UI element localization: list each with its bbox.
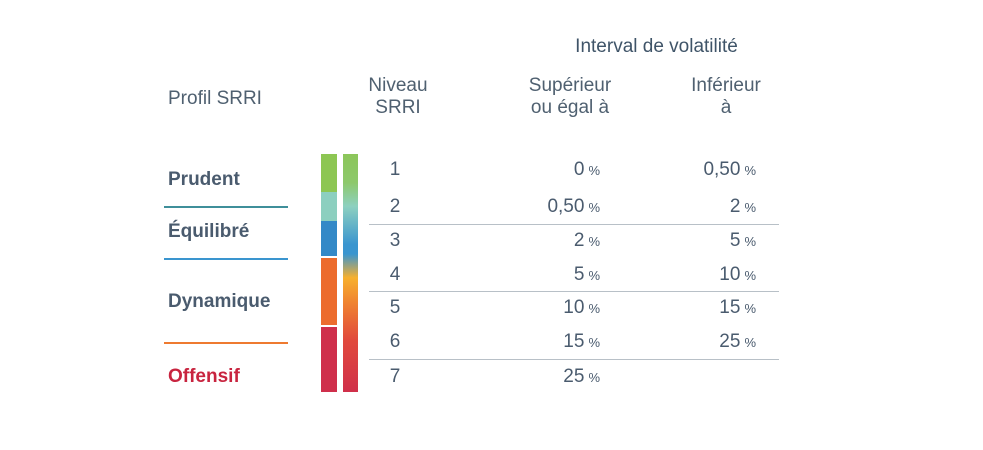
separator-prudent <box>164 206 288 208</box>
table-row: 7 25% <box>0 366 983 400</box>
inf-header-line2: à <box>720 97 732 118</box>
unit-label: % <box>744 200 756 215</box>
chart-title: Interval de volatilité <box>575 36 738 57</box>
segment-prudent <box>321 154 337 192</box>
sup-column-header: Supérieur ou égal à <box>505 75 635 119</box>
segment-equilibre-light <box>321 192 337 221</box>
min-value: 15% <box>470 331 600 353</box>
min-value: 2% <box>470 230 600 252</box>
max-value: 10% <box>640 264 756 286</box>
unit-label: % <box>588 268 600 283</box>
segment-offensif <box>321 327 337 392</box>
unit-label: % <box>588 301 600 316</box>
max-value: 25% <box>640 331 756 353</box>
srri-level: 1 <box>389 159 401 180</box>
value-number: 10 <box>563 297 585 318</box>
srri-level: 5 <box>389 297 401 318</box>
value-number: 5 <box>729 230 741 251</box>
unit-label: % <box>744 335 756 350</box>
table-divider <box>369 291 779 292</box>
value-number: 15 <box>563 331 585 352</box>
value-number: 10 <box>719 264 741 285</box>
min-value: 25% <box>470 366 600 388</box>
risk-gradient-bar <box>343 154 358 392</box>
value-number: 0 <box>573 159 585 180</box>
sup-header-line2: ou égal à <box>530 97 610 118</box>
srri-level: 4 <box>389 264 401 285</box>
inf-column-header: Inférieur à <box>668 75 784 119</box>
min-value: 0,50% <box>470 196 600 218</box>
level-header-line2: SRRI <box>375 97 421 118</box>
value-number: 0,50 <box>547 196 585 217</box>
table-row: 3 2% 5% <box>0 230 983 264</box>
separator-dynamique <box>164 342 288 344</box>
table-divider <box>369 224 779 225</box>
table-row: 2 0,50% 2% <box>0 196 983 230</box>
min-value: 5% <box>470 264 600 286</box>
srri-level: 3 <box>389 230 401 251</box>
unit-label: % <box>588 234 600 249</box>
srri-level: 6 <box>389 331 401 352</box>
inf-header-line1: Inférieur <box>691 75 761 96</box>
max-value: 0,50% <box>640 159 756 181</box>
max-value: 2% <box>640 196 756 218</box>
profile-offensif: Offensif <box>168 366 240 387</box>
segment-equilibre <box>321 221 337 256</box>
table-row: 5 10% 15% <box>0 297 983 331</box>
unit-label: % <box>588 335 600 350</box>
max-value: 15% <box>640 297 756 319</box>
separator-equilibre <box>164 258 288 260</box>
profile-dynamique: Dynamique <box>168 291 271 312</box>
value-number: 25 <box>719 331 741 352</box>
profile-equilibre: Équilibré <box>168 221 250 242</box>
max-value: 5% <box>640 230 756 252</box>
table-row: 6 15% 25% <box>0 331 983 365</box>
srri-level: 2 <box>389 196 401 217</box>
value-number: 0,50 <box>703 159 741 180</box>
value-number: 25 <box>563 366 585 387</box>
segment-dynamique <box>321 258 337 325</box>
profile-prudent: Prudent <box>168 169 240 190</box>
unit-label: % <box>744 163 756 178</box>
unit-label: % <box>588 370 600 385</box>
srri-level: 7 <box>389 366 401 387</box>
min-value: 0% <box>470 159 600 181</box>
value-number: 2 <box>573 230 585 251</box>
unit-label: % <box>744 268 756 283</box>
value-number: 5 <box>573 264 585 285</box>
profile-column-header: Profil SRRI <box>168 88 262 109</box>
sup-header-line1: Supérieur <box>528 75 612 96</box>
level-header-line1: Niveau <box>368 75 428 96</box>
min-value: 10% <box>470 297 600 319</box>
value-number: 2 <box>729 196 741 217</box>
unit-label: % <box>588 163 600 178</box>
unit-label: % <box>744 234 756 249</box>
value-number: 15 <box>719 297 741 318</box>
table-row: 4 5% 10% <box>0 264 983 298</box>
table-row: 1 0% 0,50% <box>0 159 983 193</box>
unit-label: % <box>588 200 600 215</box>
table-divider <box>369 359 779 360</box>
unit-label: % <box>744 301 756 316</box>
level-column-header: Niveau SRRI <box>350 75 446 119</box>
